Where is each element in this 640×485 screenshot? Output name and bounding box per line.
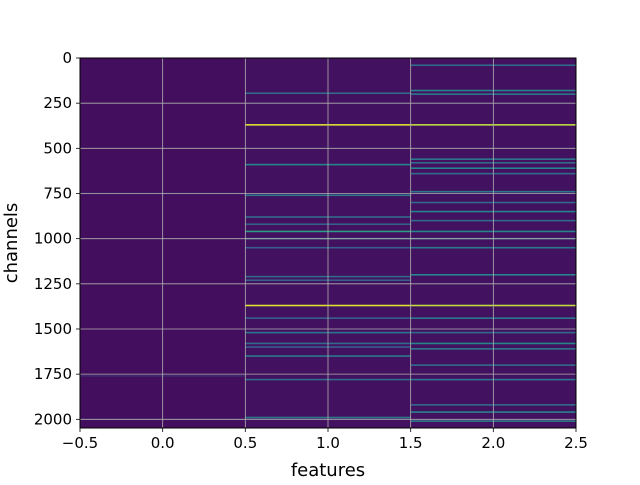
x-axis-label: features [291, 460, 365, 480]
y-tick-label: 0 [62, 49, 72, 67]
y-tick-label: 1500 [34, 320, 72, 338]
y-tick-label: 250 [43, 94, 72, 112]
x-tick-label: 2.0 [481, 434, 505, 452]
y-tick-label: 1250 [34, 275, 72, 293]
grid-lines [79, 57, 577, 428]
y-tick-label: 1750 [34, 365, 72, 383]
x-tick-label: 0.0 [151, 434, 175, 452]
y-tick-label: 750 [43, 184, 72, 202]
x-tick-label: 1.5 [399, 434, 423, 452]
x-tick-label: 0.5 [233, 434, 257, 452]
y-axis-label: channels [1, 203, 22, 284]
x-tick-label: 1.0 [316, 434, 340, 452]
x-tick-label: 2.5 [564, 434, 588, 452]
y-tick-label: 2000 [34, 410, 72, 428]
y-tick-label: 1000 [34, 230, 72, 248]
x-axis-ticks: −0.5 0.0 0.5 1.0 1.5 2.0 2.5 [62, 428, 588, 452]
y-axis-ticks: 0 250 500 750 1000 1250 1500 1750 2000 [34, 49, 80, 428]
x-tick-label: −0.5 [62, 434, 98, 452]
y-tick-label: 500 [43, 139, 72, 157]
